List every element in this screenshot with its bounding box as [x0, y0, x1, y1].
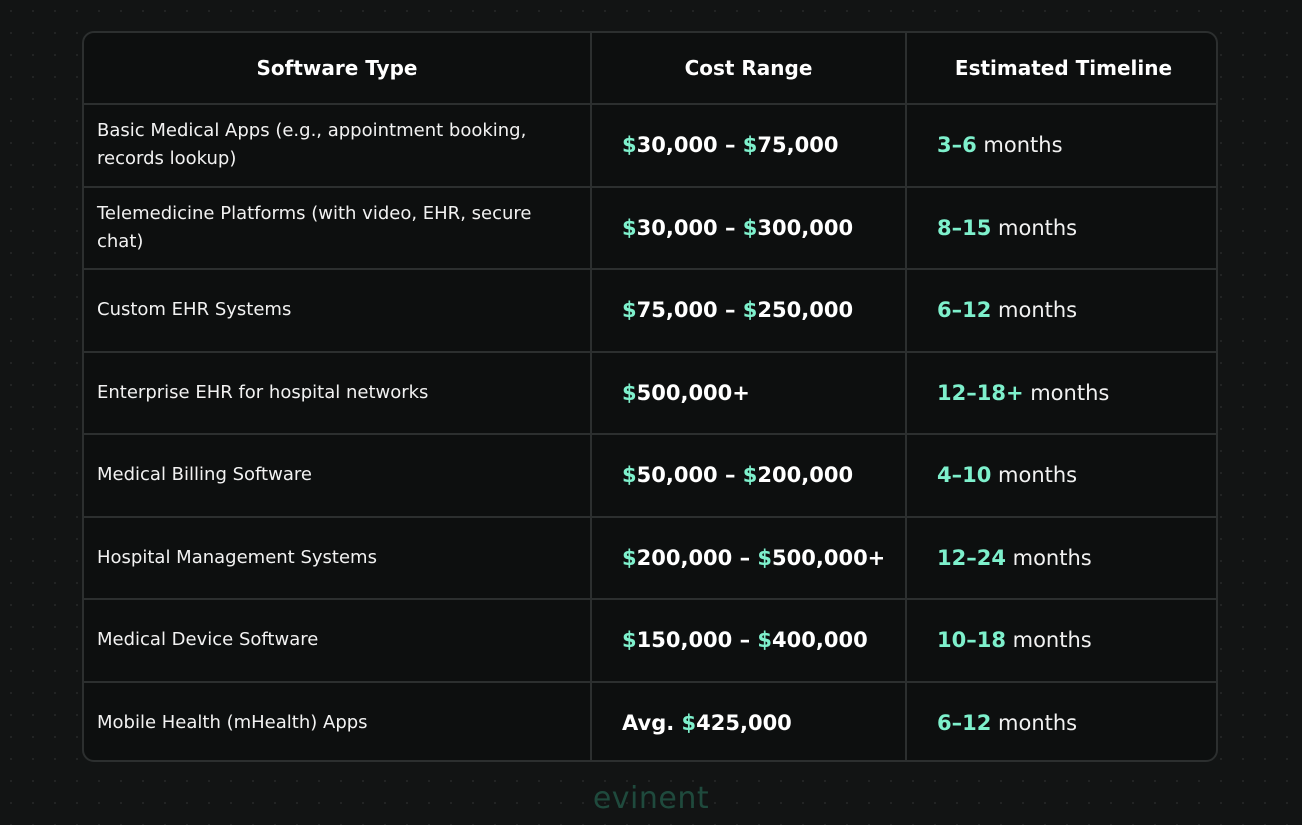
currency-symbol: $ [622, 380, 637, 405]
timeline-cell: 12–24 months [905, 515, 1216, 600]
timeline-range: 6–12 [937, 711, 992, 736]
timeline-unit: months [991, 463, 1078, 488]
software-type-cell: Medical Billing Software [84, 433, 592, 518]
currency-symbol: $ [622, 133, 637, 158]
currency-symbol: $ [622, 628, 637, 653]
cost-amount: 75,000 – [636, 298, 743, 323]
timeline-cell: 8–15 months [905, 185, 1216, 270]
timeline-cell: 6–12 months [905, 680, 1216, 760]
cost-range-cell: Avg. $425,000 [590, 680, 907, 760]
software-type-cell: Hospital Management Systems [84, 515, 592, 600]
cost-range-cell: $150,000 – $400,000 [590, 598, 907, 683]
currency-symbol: $ [622, 215, 637, 240]
software-type-cell: Medical Device Software [84, 598, 592, 683]
timeline-range: 6–12 [937, 298, 992, 323]
cost-range-cell: $30,000 – $300,000 [590, 185, 907, 270]
cost-range-cell: $200,000 – $500,000+ [590, 515, 907, 600]
currency-symbol: $ [742, 463, 758, 488]
cost-amount: 500,000+ [636, 380, 750, 405]
timeline-unit: months [991, 215, 1078, 240]
cost-table: Software Type Cost Range Estimated Timel… [84, 33, 1216, 760]
evinent-logo: evinent [592, 781, 710, 816]
cost-amount: 75,000 [757, 133, 839, 158]
cost-amount: 250,000 [757, 298, 854, 323]
cost-amount: 50,000 – [636, 463, 743, 488]
header-software-type: Software Type [84, 33, 592, 105]
table-header: Software Type Cost Range Estimated Timel… [84, 33, 1216, 105]
cost-amount: 400,000 [772, 628, 868, 653]
timeline-unit: months [1005, 628, 1092, 653]
cost-range-cell: $30,000 – $75,000 [590, 103, 907, 188]
currency-symbol: $ [622, 545, 637, 570]
timeline-range: 8–15 [937, 215, 992, 240]
timeline-range: 12–24 [937, 545, 1006, 570]
cost-amount: 30,000 – [636, 215, 743, 240]
cost-amount: 200,000 – [636, 545, 758, 570]
timeline-unit: months [976, 133, 1063, 158]
cost-amount: 150,000 – [636, 628, 758, 653]
table-row: Hospital Management Systems $200,000 – $5… [84, 515, 1216, 600]
currency-symbol: $ [757, 545, 773, 570]
table-row: Telemedicine Platforms (with video, EHR,… [84, 185, 1216, 270]
table-row: Mobile Health (mHealth) Apps Avg. $425,00… [84, 680, 1216, 760]
software-type-cell: Enterprise EHR for hospital networks [84, 350, 592, 435]
currency-symbol: $ [681, 711, 697, 736]
cost-table-container: Software Type Cost Range Estimated Timel… [82, 31, 1218, 762]
timeline-cell: 12–18+ months [905, 350, 1216, 435]
timeline-unit: months [1005, 545, 1092, 570]
timeline-cell: 6–12 months [905, 268, 1216, 353]
currency-symbol: $ [622, 463, 637, 488]
currency-symbol: $ [622, 298, 637, 323]
currency-symbol: $ [742, 215, 758, 240]
timeline-range: 4–10 [937, 463, 992, 488]
timeline-cell: 4–10 months [905, 433, 1216, 518]
header-estimated-timeline: Estimated Timeline [905, 33, 1216, 105]
table-row: Enterprise EHR for hospital networks $500… [84, 350, 1216, 435]
table-row: Custom EHR Systems $75,000 – $250,000 6–12… [84, 268, 1216, 353]
timeline-range: 12–18+ [937, 380, 1024, 405]
timeline-unit: months [1023, 380, 1110, 405]
header-cost-range: Cost Range [590, 33, 907, 105]
currency-symbol: $ [757, 628, 773, 653]
table-row: Medical Device Software $150,000 – $400,0… [84, 598, 1216, 683]
cost-amount: 500,000+ [772, 545, 886, 570]
software-type-cell: Mobile Health (mHealth) Apps [84, 680, 592, 760]
table-body: Basic Medical Apps (e.g., appointment bo… [84, 103, 1216, 760]
cost-amount: 30,000 – [636, 133, 743, 158]
cost-amount: 200,000 [757, 463, 854, 488]
header-row: Software Type Cost Range Estimated Timel… [84, 33, 1216, 105]
cost-range-cell: $500,000+ [590, 350, 907, 435]
table-row: Basic Medical Apps (e.g., appointment bo… [84, 103, 1216, 188]
currency-symbol: $ [742, 133, 758, 158]
cost-range-cell: $75,000 – $250,000 [590, 268, 907, 353]
cost-amount: 300,000 [757, 215, 854, 240]
timeline-range: 3–6 [937, 133, 977, 158]
software-type-cell: Custom EHR Systems [84, 268, 592, 353]
software-type-cell: Basic Medical Apps (e.g., appointment bo… [84, 103, 592, 188]
timeline-cell: 10–18 months [905, 598, 1216, 683]
cost-range-cell: $50,000 – $200,000 [590, 433, 907, 518]
software-type-cell: Telemedicine Platforms (with video, EHR,… [84, 185, 592, 270]
timeline-unit: months [991, 298, 1078, 323]
cost-amount: 425,000 [696, 711, 792, 736]
timeline-unit: months [991, 711, 1078, 736]
timeline-cell: 3–6 months [905, 103, 1216, 188]
timeline-range: 10–18 [937, 628, 1006, 653]
currency-symbol: $ [742, 298, 758, 323]
table-row: Medical Billing Software $50,000 – $200,0… [84, 433, 1216, 518]
cost-prefix: Avg. [622, 711, 682, 736]
